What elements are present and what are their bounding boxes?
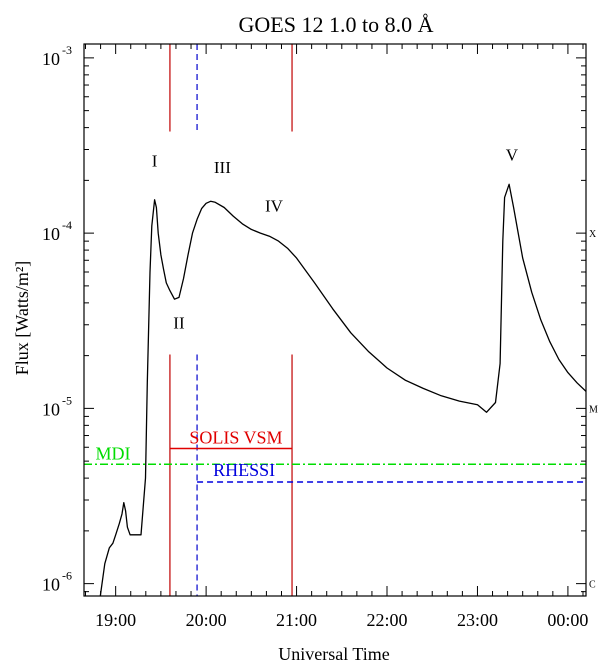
peak-label: II xyxy=(173,314,185,333)
x-tick-label: 00:00 xyxy=(547,610,588,630)
x-tick-label: 19:00 xyxy=(95,610,136,630)
y-tick-label-exponent: -5 xyxy=(62,393,72,407)
x-axis-label: Universal Time xyxy=(278,644,390,662)
y-tick-label-mantissa: 10 xyxy=(42,224,60,244)
chart-title: GOES 12 1.0 to 8.0 Å xyxy=(239,12,434,37)
flare-class-label: M xyxy=(589,404,598,415)
flare-class-label: C xyxy=(589,580,596,591)
peak-label: IV xyxy=(265,196,284,215)
x-tick-label: 20:00 xyxy=(186,610,227,630)
vertical-markers xyxy=(169,44,293,596)
y-tick-label-exponent: -6 xyxy=(62,569,72,583)
x-tick-label: 23:00 xyxy=(457,610,498,630)
peak-label: III xyxy=(214,158,231,177)
flux-series-line xyxy=(99,183,587,597)
y-axis-label: Flux [Watts/m²] xyxy=(12,261,32,375)
x-tick-label: 22:00 xyxy=(367,610,408,630)
y-tick-label-exponent: -4 xyxy=(62,218,72,232)
x-tick-label: 21:00 xyxy=(276,610,317,630)
series-layer xyxy=(99,183,587,597)
y-tick-label-mantissa: 10 xyxy=(42,575,60,595)
instrument-label-rhessi: RHESSI xyxy=(213,460,275,480)
peak-label: I xyxy=(152,151,158,170)
axes: 19:00 20:00 21:00 22:00 23:00 00:0010-610-510… xyxy=(42,43,598,630)
instrument-label-solis-vsm: SOLIS VSM xyxy=(189,428,282,448)
y-tick-label-mantissa: 10 xyxy=(42,49,60,69)
y-tick-label-mantissa: 10 xyxy=(42,399,60,419)
y-tick-label-exponent: -3 xyxy=(62,43,72,57)
plot-frame xyxy=(83,43,587,597)
flare-class-label: X xyxy=(589,229,597,240)
peak-label: V xyxy=(506,145,519,164)
instrument-label-mdi: MDI xyxy=(95,444,130,464)
instrument-lines: SOLIS VSM MDI RHESSI xyxy=(84,428,586,483)
